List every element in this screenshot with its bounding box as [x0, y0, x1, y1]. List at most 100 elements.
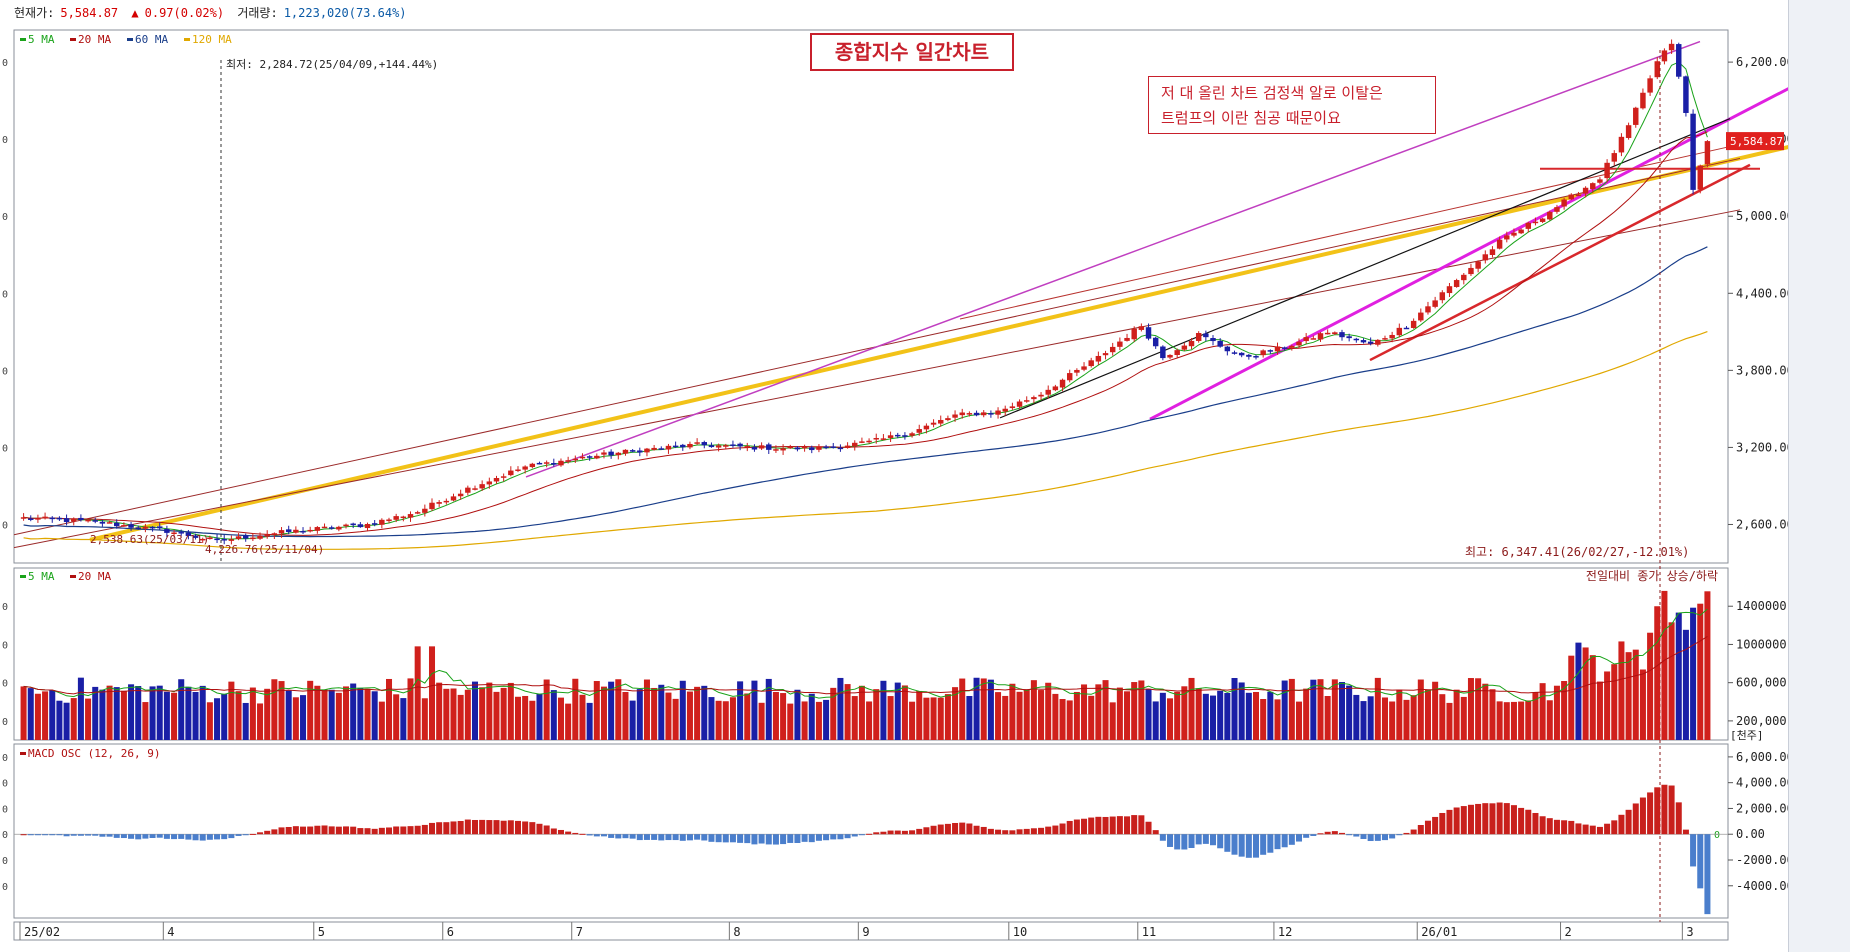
volume-bar	[737, 681, 744, 740]
candle-body	[973, 412, 980, 416]
legend-item: 60 MA	[135, 33, 168, 46]
macd-bar	[844, 834, 851, 839]
macd-bar	[579, 833, 586, 835]
candle-body	[801, 446, 808, 449]
candle-body	[601, 452, 607, 455]
volume-bar	[808, 693, 815, 740]
candle-body	[314, 527, 321, 531]
macd-bar	[364, 828, 371, 835]
volume-bar	[1295, 701, 1303, 740]
volume-bar	[658, 684, 665, 740]
macd-bar	[1561, 820, 1568, 835]
volume-bar	[1038, 690, 1045, 740]
macd-bar	[1267, 834, 1274, 853]
candle-body	[558, 460, 564, 466]
candle-body	[1109, 346, 1116, 353]
candle-body	[945, 418, 951, 421]
macd-bar	[1546, 818, 1553, 835]
candle-body	[887, 435, 894, 438]
volume-bar	[450, 688, 457, 740]
volume-bar	[1439, 694, 1446, 740]
macd-bar	[572, 832, 579, 835]
volume-bar	[1618, 641, 1625, 740]
macd-bar	[1381, 834, 1388, 841]
volume-bar	[1181, 686, 1188, 740]
macd-bar	[600, 834, 607, 837]
candle-body	[730, 444, 736, 446]
volume-bar	[163, 691, 170, 740]
candle-body	[651, 447, 657, 450]
volume-bar	[142, 702, 149, 740]
macd-bar	[1152, 830, 1159, 835]
volume-bar	[1389, 701, 1396, 740]
candle-body	[1346, 336, 1352, 339]
volume-bar	[464, 689, 471, 740]
macd-bar	[271, 829, 278, 835]
volume-bar	[414, 646, 421, 740]
volume-bar	[629, 700, 636, 740]
volume-bar	[858, 685, 865, 740]
right-scroll-strip[interactable]	[1788, 0, 1850, 952]
volume-bar	[335, 692, 342, 740]
candle-body	[1246, 354, 1252, 357]
candle-body	[1253, 356, 1259, 358]
volume-bar	[185, 686, 192, 740]
candle-body	[1661, 50, 1668, 62]
candle-body	[966, 413, 973, 415]
candle-body	[1188, 340, 1195, 347]
candle-body	[207, 537, 213, 540]
macd-bar	[665, 834, 672, 841]
volume-bar	[1424, 689, 1431, 740]
candle-body	[71, 518, 77, 522]
candle-body	[952, 414, 958, 418]
candle-body	[1088, 360, 1094, 367]
candle-body	[1668, 43, 1675, 51]
volume-bar	[744, 693, 751, 740]
candle-body	[1217, 340, 1223, 347]
candle-body	[1074, 369, 1080, 373]
candle-body	[300, 530, 306, 533]
macd-bar	[1088, 817, 1095, 835]
macd-bar	[163, 834, 170, 839]
candle-body	[773, 449, 779, 451]
candle-body	[1238, 352, 1245, 356]
macd-bar	[70, 834, 77, 836]
volume-bar	[199, 685, 206, 740]
volume-bar	[407, 678, 414, 740]
volume-bar	[873, 689, 880, 740]
volume-bar	[1475, 678, 1482, 740]
volume-bar	[1188, 677, 1195, 740]
macd-bar	[1346, 834, 1353, 836]
low-mid-annotation: 4,226.76(25/11/04)	[205, 543, 324, 556]
candle-body	[414, 512, 421, 514]
macd-bar	[536, 823, 543, 835]
macd-bar	[242, 834, 249, 836]
candle-body	[1590, 183, 1596, 190]
candle-body	[1496, 239, 1503, 249]
macd-bar	[565, 831, 572, 835]
candle-body	[515, 469, 521, 472]
macd-bar	[622, 834, 629, 839]
candle-body	[221, 539, 227, 541]
candle-body	[1117, 341, 1123, 347]
volume-bar	[1124, 691, 1131, 740]
macd-bar	[1009, 830, 1016, 835]
macd-bar	[708, 834, 715, 842]
volume-bar	[1238, 682, 1245, 740]
candle-body	[909, 433, 915, 436]
volume-bar	[1210, 695, 1217, 740]
macd-bar	[135, 834, 142, 840]
macd-bar	[1138, 815, 1145, 835]
macd-bar	[686, 834, 693, 841]
candle-body	[536, 462, 543, 465]
macd-axis-left-tick: 0	[2, 856, 8, 867]
candle-body	[386, 519, 392, 522]
volume-bar	[92, 686, 99, 740]
macd-bar	[1682, 829, 1689, 835]
panel-frame-0	[13, 29, 1729, 564]
price-axis-tick-label: 4,400.00	[1736, 286, 1794, 300]
macd-bar	[937, 824, 944, 835]
candle-body	[916, 429, 922, 433]
macd-bar	[1704, 834, 1711, 915]
